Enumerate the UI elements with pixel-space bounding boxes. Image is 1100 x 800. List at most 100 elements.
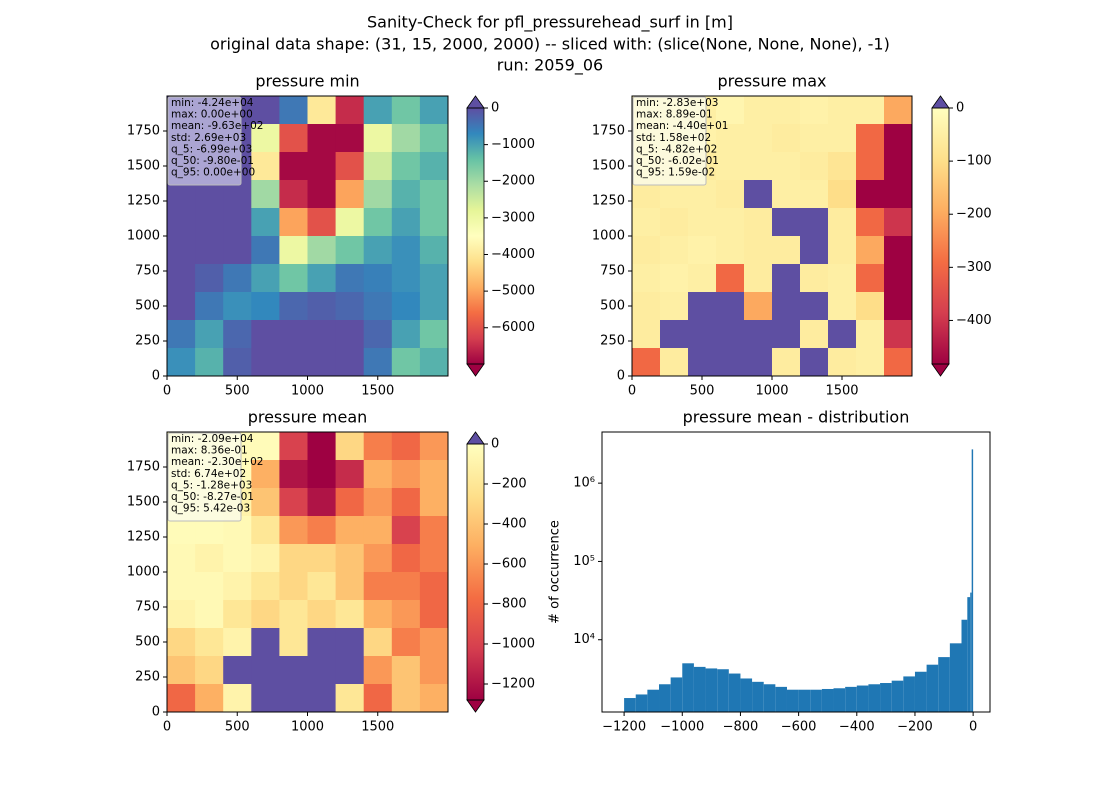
heatmap-cell — [307, 236, 337, 265]
stats-line: q_95: 0.00e+00 — [171, 167, 255, 179]
heatmap-cell — [828, 320, 857, 349]
heatmap-cell — [307, 684, 337, 713]
heatmap-cell — [195, 236, 224, 265]
y-tick-label: 10⁶ — [573, 476, 595, 491]
x-tick-label: 500 — [690, 384, 715, 399]
axes-title: pressure mean - distribution — [683, 408, 910, 427]
colorbar-extend-under — [466, 363, 485, 377]
heatmap-cell — [307, 516, 337, 545]
heatmap-cell — [632, 236, 661, 265]
heatmap-cell — [307, 656, 337, 685]
x-tick-label: −200 — [897, 720, 933, 735]
x-tick-label: −400 — [839, 720, 875, 735]
histogram-bar — [810, 689, 822, 712]
x-tick-label: 0 — [969, 720, 977, 735]
heatmap-cell — [391, 516, 421, 545]
heatmap-cell — [856, 320, 885, 349]
heatmap-cell — [251, 152, 280, 181]
colorbar — [467, 108, 484, 364]
heatmap-cell — [195, 628, 224, 657]
heatmap-cell — [279, 292, 308, 321]
histogram-bar — [845, 686, 857, 712]
heatmap-cell — [772, 236, 801, 265]
heatmap-cell — [195, 320, 224, 349]
heatmap-cell — [335, 320, 365, 349]
heatmap-cell — [279, 264, 308, 293]
y-tick-label: 0 — [617, 369, 625, 384]
axes-frame — [601, 431, 991, 713]
y-tick-label: 500 — [135, 299, 160, 314]
heatmap-cell — [279, 348, 308, 377]
heatmap-cell — [391, 488, 421, 517]
stats-line: q_5: -1.28e+03 — [171, 479, 252, 491]
histogram-bar — [635, 694, 648, 712]
heatmap-cell — [391, 684, 421, 713]
colorbar-extend-over — [466, 431, 485, 445]
heatmap-cell — [223, 292, 252, 321]
heatmap-cell — [800, 348, 829, 377]
heatmap-cell — [307, 460, 337, 489]
heatmap-cell — [828, 292, 857, 321]
heatmap-cell — [772, 180, 801, 209]
stats-line: min: -2.09e+04 — [171, 433, 254, 445]
colorbar-tick-label: −2000 — [491, 174, 535, 189]
heatmap-cell — [335, 124, 365, 153]
histogram-bar — [717, 669, 729, 712]
stats-line: std: 1.58e+02 — [636, 132, 711, 144]
heatmap-cell — [744, 292, 773, 321]
stats-line: max: 8.89e-01 — [636, 109, 713, 121]
heatmap-cell — [251, 544, 280, 573]
heatmap-cell — [363, 684, 393, 713]
heatmap-cell — [251, 684, 280, 713]
heatmap-cell — [195, 264, 224, 293]
heatmap-cell — [660, 264, 689, 293]
colorbar-tick-label: 0 — [491, 101, 499, 116]
histogram-bar — [798, 689, 811, 712]
heatmap-cell — [744, 180, 773, 209]
heatmap-cell — [688, 236, 717, 265]
heatmap-cell — [279, 124, 308, 153]
x-tick-label: 1500 — [361, 384, 394, 399]
heatmap-cell — [391, 152, 421, 181]
heatmap-cell — [279, 236, 308, 265]
histogram-bar — [705, 668, 718, 712]
heatmap-cell — [391, 320, 421, 349]
stats-bg — [632, 96, 707, 186]
heatmap-cell — [307, 292, 337, 321]
heatmap-cell — [744, 124, 773, 153]
heatmap-cell — [335, 432, 365, 461]
heatmap-cell — [716, 180, 745, 209]
colorbar-tick-label: −600 — [491, 557, 527, 572]
heatmap-cell — [744, 208, 773, 237]
x-tick-label: 1000 — [291, 720, 324, 735]
heatmap-cell — [223, 348, 252, 377]
colorbar-tick-label: 0 — [491, 437, 499, 452]
axes-title: pressure min — [255, 72, 359, 91]
stats-line: max: 8.36e-01 — [171, 445, 248, 457]
stats-line: std: 6.74e+02 — [171, 468, 246, 480]
y-tick-label: 1000 — [592, 229, 625, 244]
heatmap-cell — [363, 292, 393, 321]
y-tick-label: 1750 — [127, 124, 160, 139]
stats-line: mean: -9.63e+02 — [171, 120, 263, 132]
stats-line: std: 2.69e+03 — [171, 132, 246, 144]
heatmap-cell — [167, 544, 196, 573]
heatmap-cell — [391, 264, 421, 293]
heatmap-cell — [307, 152, 337, 181]
heatmap-cell — [363, 348, 393, 377]
histogram-bar — [856, 685, 869, 712]
heatmap-cell — [391, 124, 421, 153]
histogram-bar — [833, 688, 846, 712]
heatmap-cell — [828, 208, 857, 237]
histogram-bar — [624, 698, 636, 712]
heatmap-cell — [419, 684, 449, 713]
colorbar-tick-label: −6000 — [491, 320, 535, 335]
colorbar-tick-label: −5000 — [491, 284, 535, 299]
heatmap-cell — [167, 656, 196, 685]
axes-title: pressure max — [717, 72, 826, 91]
x-tick-label: 1500 — [825, 384, 858, 399]
heatmap-cell — [884, 292, 913, 321]
heatmap-cell — [660, 292, 689, 321]
heatmap-cell — [744, 348, 773, 377]
